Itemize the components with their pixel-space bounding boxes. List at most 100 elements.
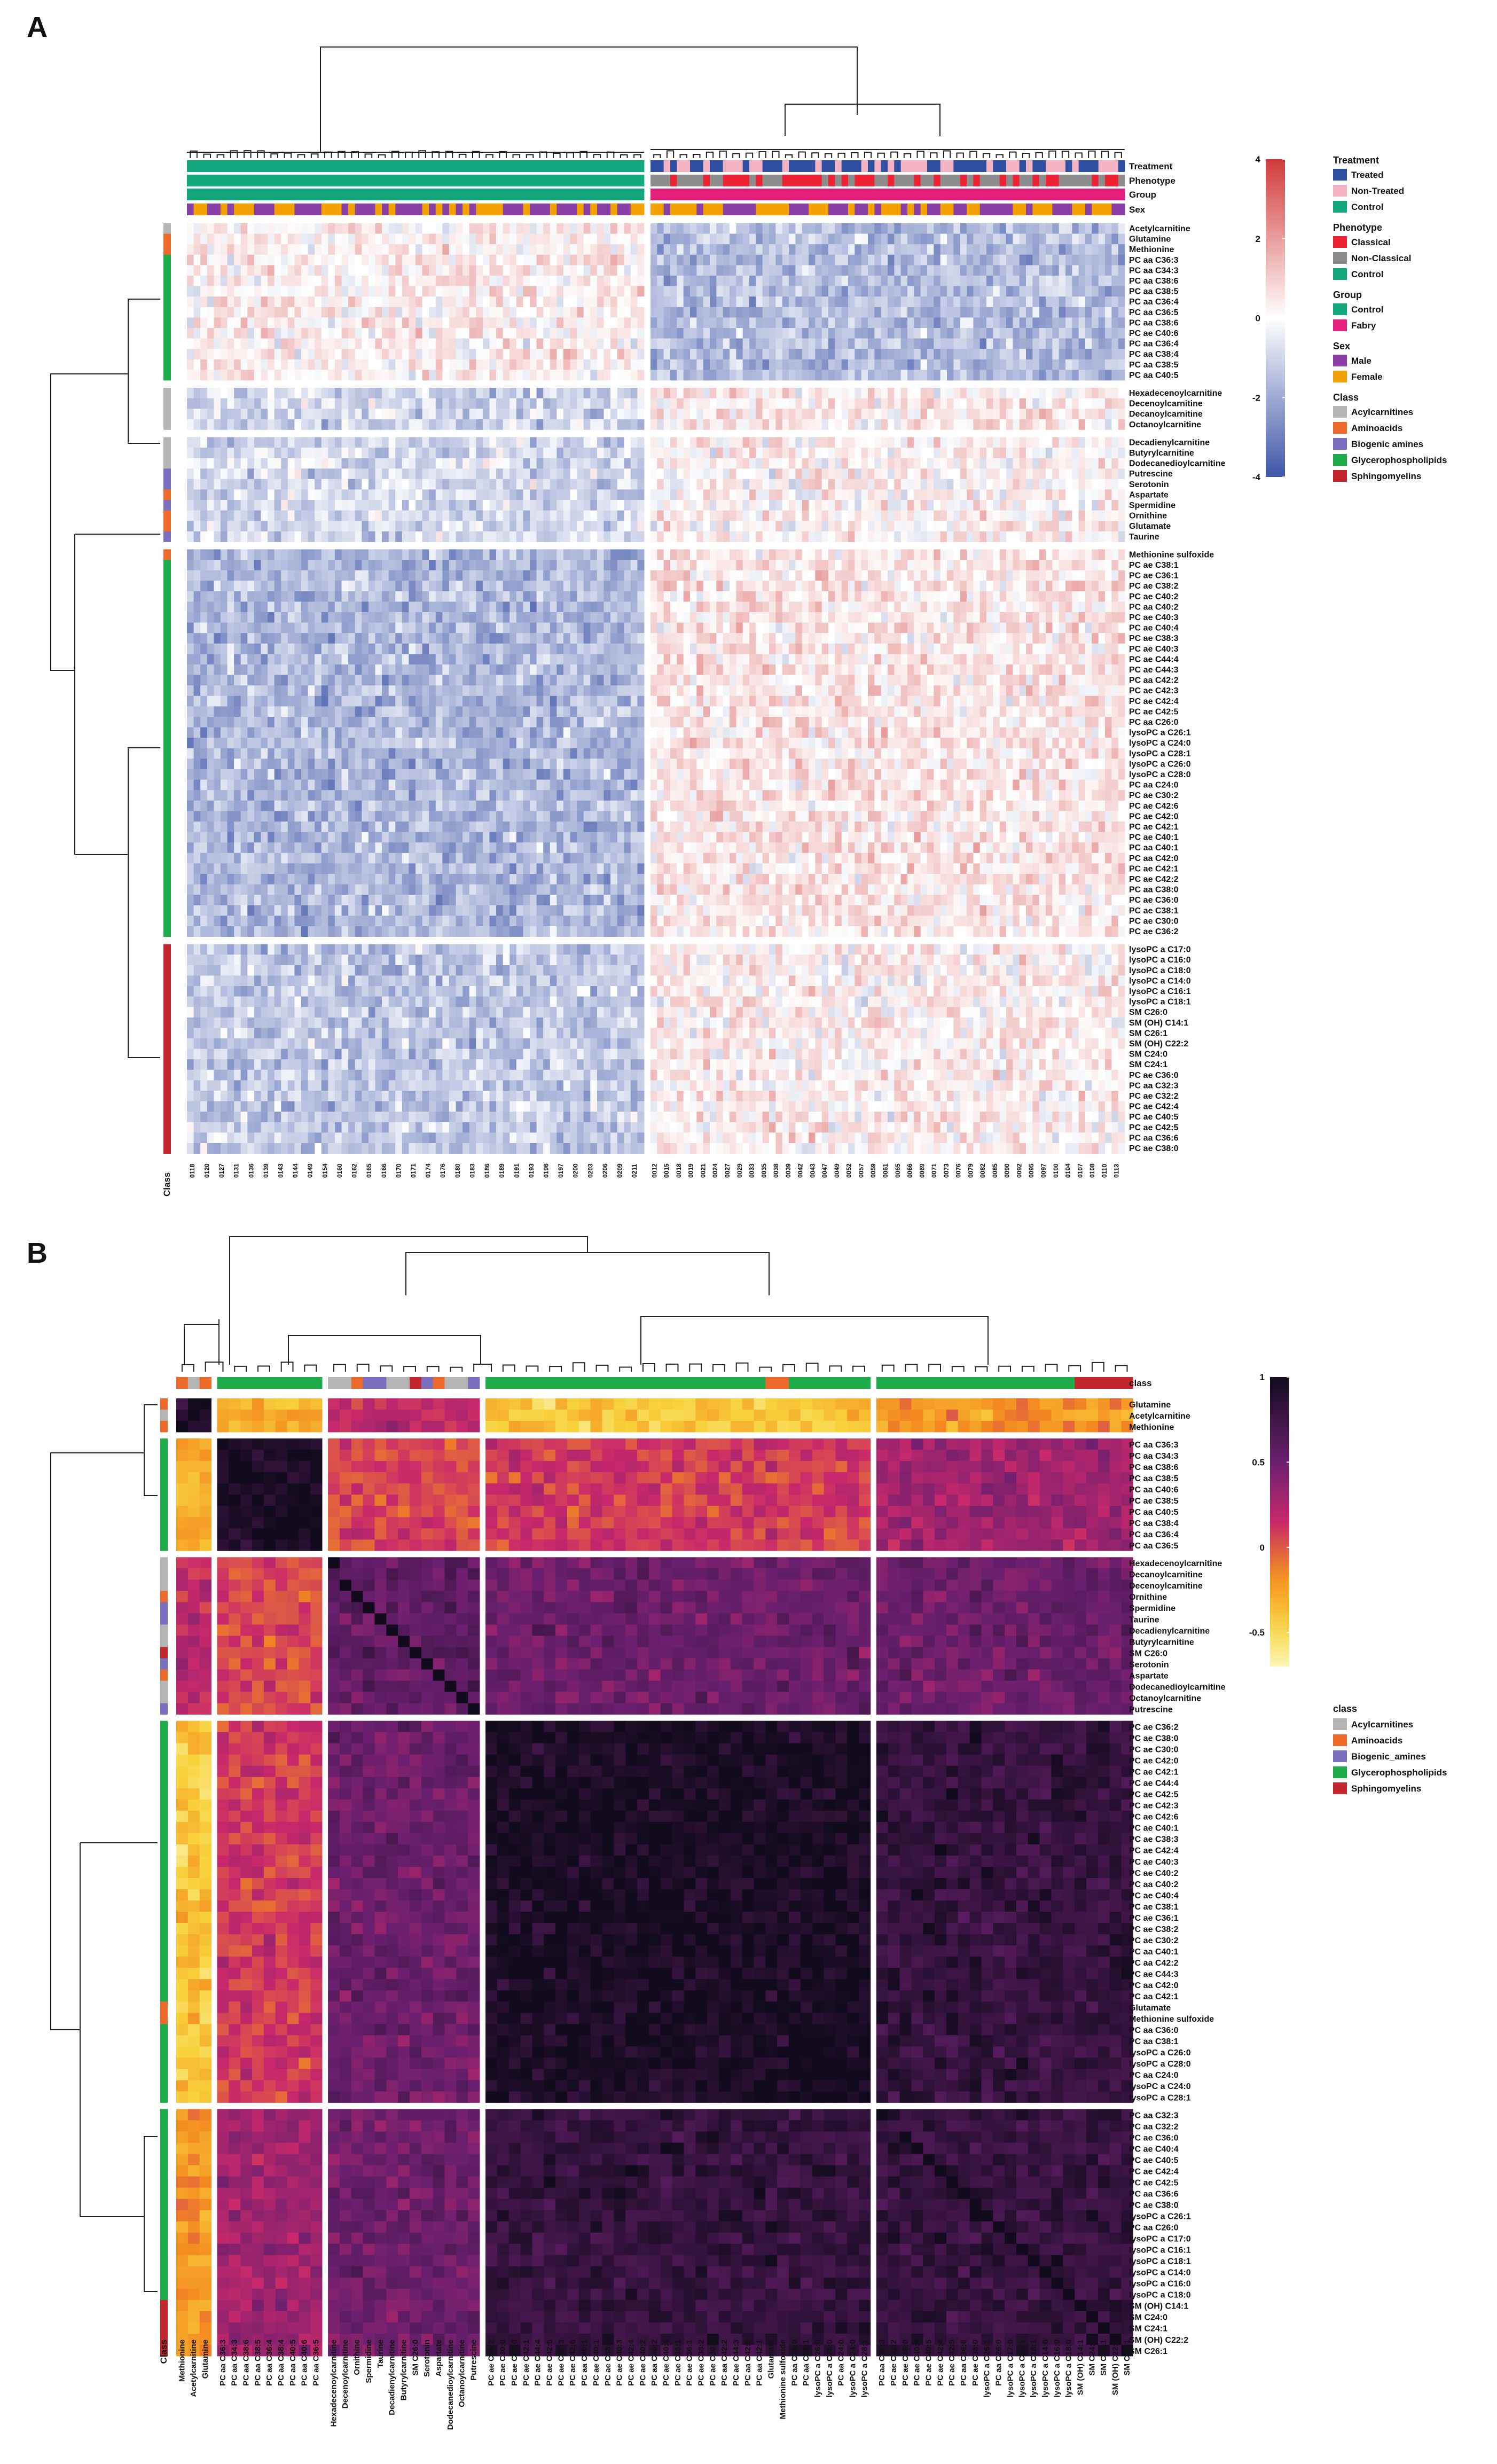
heatmap-cell: [894, 359, 902, 370]
heatmap-cell: [530, 521, 537, 532]
heatmap-cell: [1019, 370, 1026, 381]
heatmap-cell: [187, 265, 194, 276]
heatmap-cell: [795, 359, 803, 370]
heatmap-cell: [650, 317, 657, 328]
heatmap-cell: [650, 307, 657, 318]
annotation-cell-group: [710, 189, 717, 200]
heatmap-cell: [463, 560, 470, 570]
annotation-cell-group: [503, 189, 510, 200]
heatmap-cell: [496, 419, 504, 430]
heatmap-cell: [1105, 419, 1112, 430]
annotation-cell-treatment: [261, 160, 268, 172]
heatmap-cell: [395, 409, 403, 420]
heatmap-cell: [927, 489, 934, 500]
heatmap-cell: [416, 521, 422, 532]
heatmap-cell: [590, 286, 598, 297]
annotation-cell-phenotype: [328, 175, 335, 186]
heatmap-cell: [835, 531, 842, 542]
heatmap-cell: [476, 296, 483, 308]
heatmap-cell: [577, 233, 584, 245]
heatmap-cell: [200, 489, 208, 500]
heatmap-cell: [234, 317, 241, 328]
heatmap-cell: [637, 370, 645, 381]
heatmap-cell: [979, 489, 987, 500]
annotation-cell-treatment: [348, 160, 356, 172]
heatmap-cell: [762, 233, 770, 245]
heatmap-cell: [756, 254, 763, 265]
annotation-cell-group: [563, 189, 570, 200]
heatmap-cell: [583, 223, 591, 234]
annotation-cell-phenotype: [516, 175, 523, 186]
heatmap-cell: [1072, 265, 1079, 276]
heatmap-cell: [334, 458, 342, 469]
heatmap-cell: [762, 307, 770, 318]
heatmap-cell: [848, 286, 855, 297]
annotation-cell-sex: [254, 204, 261, 215]
heatmap-cell: [214, 521, 221, 532]
heatmap-cell: [583, 458, 591, 469]
heatmap-cell: [828, 458, 835, 469]
heatmap-cell: [563, 489, 570, 500]
heatmap-cell: [301, 521, 308, 532]
annotation-track-label-treatment: Treatment: [1129, 161, 1173, 171]
annotation-cell-sex: [308, 204, 315, 215]
heatmap-cell: [1105, 296, 1112, 308]
heatmap-cell: [590, 296, 598, 308]
heatmap-cell: [900, 549, 908, 560]
heatmap-cell: [670, 560, 677, 570]
annotation-cell-group: [828, 189, 835, 200]
annotation-cell-sex: [570, 204, 577, 215]
heatmap-cell: [503, 468, 510, 480]
heatmap-cell: [914, 437, 921, 448]
annotation-cell-treatment: [1039, 160, 1046, 172]
heatmap-cell: [482, 307, 490, 318]
heatmap-cell: [375, 458, 382, 469]
heatmap-cell: [657, 349, 664, 360]
heatmap-cell: [590, 317, 598, 328]
heatmap-cell: [815, 370, 822, 381]
heatmap-cell: [677, 244, 684, 255]
heatmap-cell: [782, 370, 789, 381]
heatmap-cell: [782, 223, 789, 234]
heatmap-cell: [663, 531, 671, 542]
heatmap-cell: [696, 276, 704, 286]
annotation-cell-phenotype: [523, 175, 530, 186]
heatmap-cell: [590, 398, 598, 409]
heatmap-cell: [476, 500, 483, 511]
heatmap-cell: [348, 265, 356, 276]
annotation-cell-group: [254, 189, 261, 200]
heatmap-cell: [261, 500, 268, 511]
heatmap-cell: [1059, 328, 1066, 339]
heatmap-cell: [610, 388, 618, 398]
heatmap-cell: [696, 223, 704, 234]
heatmap-cell: [716, 338, 724, 349]
heatmap-cell: [375, 307, 382, 318]
heatmap-cell: [960, 296, 967, 308]
heatmap-cell: [1039, 286, 1046, 297]
annotation-cell-group: [940, 189, 947, 200]
heatmap-cell: [315, 448, 322, 458]
annotation-cell-treatment: [328, 160, 335, 172]
heatmap-cell: [960, 521, 967, 532]
heatmap-cell: [227, 286, 234, 297]
annotation-cell-sex: [828, 204, 835, 215]
heatmap-cell: [375, 521, 382, 532]
heatmap-cell: [947, 338, 954, 349]
heatmap-cell: [973, 244, 981, 255]
annotation-cell-treatment: [1006, 160, 1013, 172]
heatmap-cell: [610, 265, 618, 276]
annotation-cell-group: [1059, 189, 1066, 200]
heatmap-cell: [1046, 328, 1053, 339]
heatmap-cell: [463, 254, 470, 265]
heatmap-cell: [861, 296, 868, 308]
heatmap-cell: [1059, 307, 1066, 318]
heatmap-cell: [362, 510, 369, 521]
heatmap-cell: [268, 254, 275, 265]
heatmap-cell: [973, 296, 981, 308]
heatmap-cell: [868, 349, 875, 360]
heatmap-cell: [789, 479, 796, 490]
heatmap-cell: [187, 419, 194, 430]
heatmap-cell: [489, 479, 497, 490]
heatmap-cell: [449, 244, 456, 255]
heatmap-cell: [809, 510, 816, 521]
